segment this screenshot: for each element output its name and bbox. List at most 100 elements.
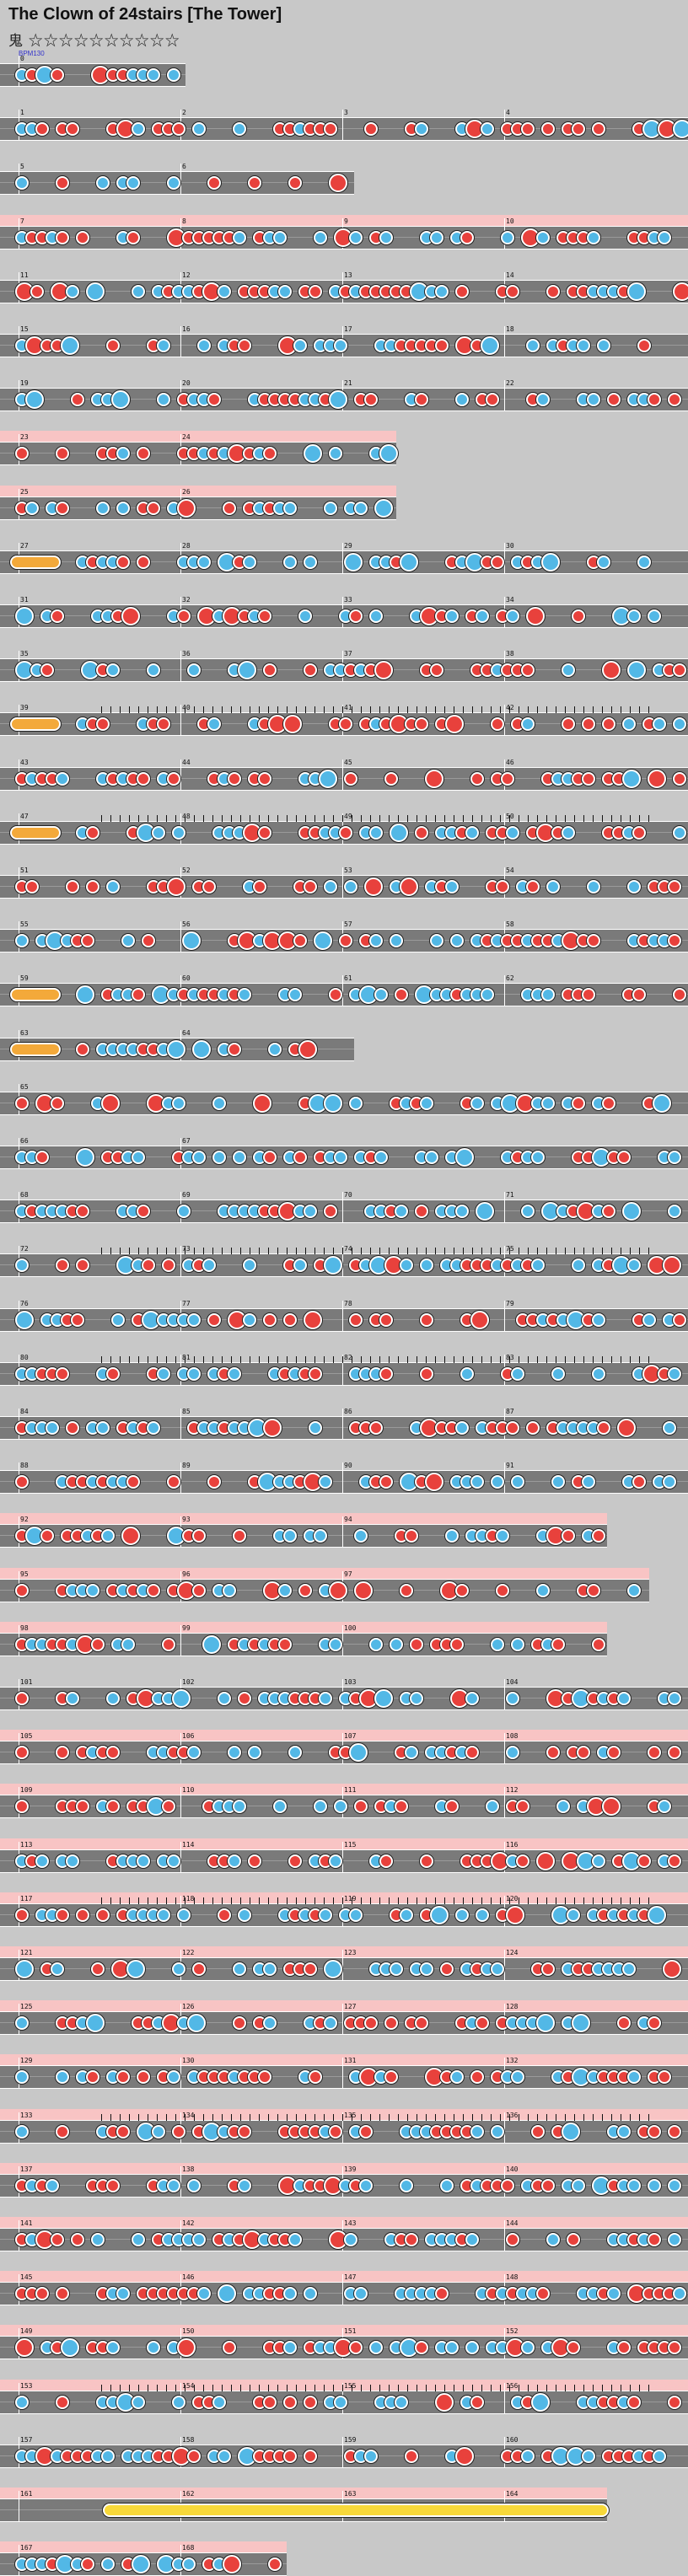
- don-note: [101, 1094, 120, 1113]
- ka-note: [167, 68, 180, 82]
- lane-top-edge: [0, 442, 396, 443]
- don-note: [106, 1800, 120, 1813]
- sub-tick: [268, 2114, 269, 2121]
- sub-tick: [287, 2385, 288, 2391]
- measure-number: 10: [506, 217, 514, 225]
- measure-number: 115: [344, 1841, 357, 1849]
- sub-tick: [426, 1897, 427, 1904]
- don-note: [415, 2016, 428, 2030]
- don-note: [137, 447, 150, 460]
- sub-tick: [491, 1356, 492, 1363]
- sub-tick: [129, 815, 130, 822]
- lane-top-edge: [0, 63, 185, 64]
- lane-top-edge: [0, 1199, 688, 1200]
- ka-note: [445, 1529, 459, 1543]
- ka-note: [501, 231, 514, 244]
- measure-number: 103: [344, 1678, 357, 1686]
- ka-note: [354, 2287, 368, 2300]
- sub-tick: [389, 2114, 390, 2121]
- measure-bar: [180, 759, 181, 790]
- sub-tick: [426, 2385, 427, 2391]
- sub-tick: [166, 2114, 167, 2121]
- sub-tick: [583, 1248, 584, 1254]
- sub-tick: [593, 1897, 594, 1904]
- ka-note: [137, 1854, 150, 1868]
- sub-tick: [314, 2385, 315, 2391]
- don-note: [283, 1313, 297, 1327]
- ka-note: [15, 934, 29, 947]
- measure-number: 62: [506, 974, 514, 982]
- don-note: [384, 2016, 398, 2030]
- sub-tick: [324, 815, 325, 822]
- sub-tick: [602, 2114, 603, 2121]
- sub-tick: [120, 706, 121, 713]
- ka-note: [273, 231, 287, 244]
- ka-note: [197, 2287, 211, 2300]
- sub-tick: [639, 1356, 640, 1363]
- sub-tick: [212, 1248, 213, 1254]
- measure-number: 59: [20, 974, 29, 982]
- ka-note: [481, 988, 494, 1001]
- don-note: [142, 934, 155, 947]
- ka-note: [132, 1151, 145, 1164]
- don-note: [364, 122, 378, 136]
- ka-note: [278, 285, 292, 298]
- ka-note: [243, 1313, 256, 1327]
- don-note: [35, 2287, 49, 2300]
- ka-note: [268, 1043, 282, 1056]
- sub-tick: [101, 1248, 102, 1254]
- sub-tick: [509, 706, 510, 713]
- sub-tick: [203, 1248, 204, 1254]
- ka-note: [177, 1205, 191, 1218]
- measure-number: 68: [20, 1191, 29, 1199]
- sub-tick: [212, 1356, 213, 1363]
- note-lane: [0, 1254, 688, 1276]
- ka-note: [172, 1097, 185, 1110]
- sub-tick: [500, 815, 501, 822]
- ka-note: [157, 1367, 170, 1381]
- don-note: [339, 826, 352, 840]
- measure-number: 95: [20, 1570, 29, 1578]
- ka-note: [121, 1638, 135, 1651]
- measure-number: 31: [20, 596, 29, 604]
- sub-tick: [203, 2385, 204, 2391]
- sub-tick: [222, 815, 223, 822]
- lane-top-edge: [0, 2498, 607, 2499]
- measure-number: 143: [344, 2219, 357, 2227]
- measure-number: 61: [344, 974, 352, 982]
- lane-top-edge: [0, 983, 688, 984]
- don-note: [405, 2450, 418, 2463]
- don-note: [126, 231, 140, 244]
- don-note: [496, 1584, 509, 1597]
- sub-tick: [268, 2385, 269, 2391]
- ka-note: [420, 1097, 433, 1110]
- don-note: [283, 2450, 297, 2463]
- ka-note: [390, 1638, 403, 1651]
- ka-note: [572, 2014, 590, 2032]
- measure-number: 19: [20, 379, 29, 387]
- ka-note: [607, 2287, 621, 2300]
- ka-note: [334, 2396, 347, 2409]
- sub-tick: [240, 706, 241, 713]
- ka-note: [511, 1367, 524, 1381]
- don-note: [253, 1094, 271, 1113]
- drumroll-note: [10, 717, 61, 731]
- ka-note: [319, 1475, 332, 1489]
- don-note: [339, 934, 352, 947]
- ka-note: [344, 2233, 357, 2246]
- ka-note: [476, 1202, 494, 1221]
- don-note: [582, 717, 595, 731]
- ka-note: [182, 2557, 196, 2571]
- ka-note: [445, 2341, 459, 2354]
- don-note: [354, 1800, 368, 1813]
- ka-note: [177, 1908, 191, 1922]
- measure-number: 0: [20, 55, 24, 62]
- sub-tick: [314, 815, 315, 822]
- measure-number: 22: [506, 379, 514, 387]
- sub-tick: [342, 815, 343, 822]
- sub-tick: [314, 1356, 315, 1363]
- lane-top-edge: [0, 1579, 649, 1580]
- sub-tick: [157, 815, 158, 822]
- sub-tick: [296, 815, 297, 822]
- sub-tick: [546, 2114, 547, 2121]
